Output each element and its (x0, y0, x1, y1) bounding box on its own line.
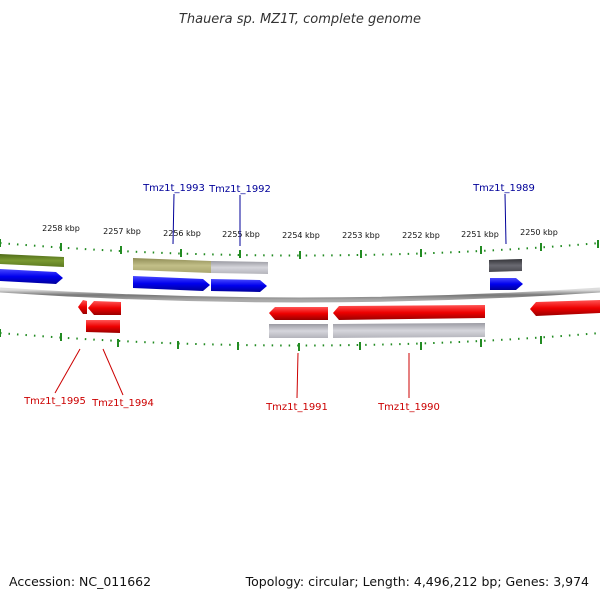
dark-feature[interactable] (489, 259, 522, 272)
khaki-feature[interactable] (133, 258, 211, 273)
kbp-label: 2250 kbp (520, 228, 558, 237)
forward-gene[interactable] (490, 278, 523, 290)
kbp-label: 2255 kbp (222, 230, 260, 239)
outer-tick-ring (0, 239, 600, 259)
kbp-scale-labels: 2258 kbp 2257 kbp 2256 kbp 2255 kbp 2254… (42, 224, 558, 240)
forward-gene-labels: Tmz1t_1993 Tmz1t_1992 Tmz1t_1989 (142, 183, 535, 246)
genome-summary-text: Topology: circular; Length: 4,496,212 bp… (245, 574, 589, 589)
forward-feature-track (0, 254, 522, 274)
reverse-gene[interactable] (269, 307, 328, 320)
olive-feature[interactable] (0, 254, 64, 267)
forward-gene[interactable] (133, 276, 210, 291)
reverse-gene[interactable] (333, 305, 485, 320)
map-title: Thauera sp. MZ1T, complete genome (179, 12, 421, 27)
kbp-label: 2252 kbp (402, 231, 440, 240)
kbp-label: 2253 kbp (342, 231, 380, 240)
reverse-feature-track (86, 320, 485, 338)
silver-feature[interactable] (269, 324, 328, 338)
reverse-gene-labels: Tmz1t_1995 Tmz1t_1994 Tmz1t_1991 Tmz1t_1… (23, 348, 440, 413)
reverse-red-feature[interactable] (86, 320, 120, 333)
accession-text: Accession: NC_011662 (9, 574, 151, 589)
silver-feature[interactable] (211, 261, 268, 274)
gene-label-reverse[interactable]: Tmz1t_1994 (91, 398, 154, 409)
reverse-gene[interactable] (88, 301, 121, 315)
gene-label-reverse[interactable]: Tmz1t_1991 (265, 402, 328, 413)
forward-gene[interactable] (0, 269, 63, 284)
kbp-label: 2251 kbp (461, 230, 499, 239)
reverse-gene-track (78, 300, 600, 320)
reverse-gene[interactable] (78, 300, 87, 314)
gene-label-forward[interactable]: Tmz1t_1992 (208, 184, 271, 195)
forward-gene-track (0, 269, 523, 292)
gene-label-forward[interactable]: Tmz1t_1989 (472, 183, 535, 194)
reverse-gene[interactable] (530, 300, 600, 316)
forward-gene[interactable] (211, 279, 267, 292)
gene-label-reverse[interactable]: Tmz1t_1995 (23, 396, 86, 407)
inner-tick-ring (0, 329, 600, 351)
kbp-label: 2256 kbp (163, 229, 201, 238)
kbp-label: 2254 kbp (282, 231, 320, 240)
kbp-label: 2257 kbp (103, 227, 141, 236)
gene-label-reverse[interactable]: Tmz1t_1990 (377, 402, 440, 413)
gene-label-forward[interactable]: Tmz1t_1993 (142, 183, 205, 194)
silver-feature[interactable] (333, 323, 485, 338)
kbp-label: 2258 kbp (42, 224, 80, 233)
genome-backbone (0, 287, 600, 303)
